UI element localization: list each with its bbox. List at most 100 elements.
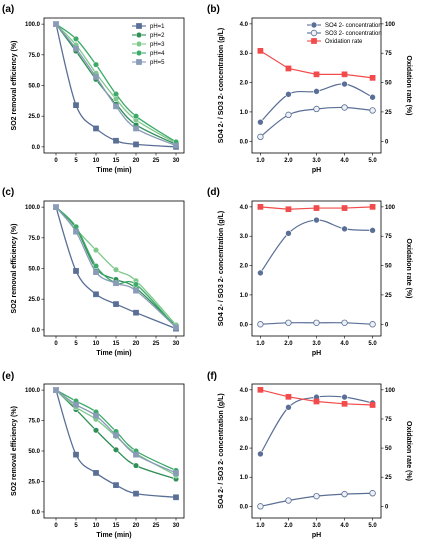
data-point (341, 319, 348, 326)
legend-entry: pH=5 (150, 60, 165, 66)
x-tick-label: 5.0 (368, 158, 377, 164)
data-point (93, 74, 99, 80)
x-axis-title: Time (min) (96, 350, 131, 357)
y-right-tick-label: 75 (385, 234, 392, 240)
data-point (285, 319, 292, 326)
x-tick-label: 1.0 (256, 158, 265, 164)
x-axis-title: pH (312, 532, 321, 539)
y-tick-label: 100.0 (25, 22, 41, 28)
y-left-tick-label: 4.0 (240, 22, 249, 28)
legend-marker (136, 59, 142, 65)
y-left-axis-title: SO4 2- / SO3 2- concentration (g/L) (218, 211, 225, 327)
x-tick-label: 15 (113, 523, 120, 529)
x-axis-title: pH (312, 167, 321, 174)
x-tick-label: 15 (113, 158, 120, 164)
legend-marker (135, 40, 143, 48)
y-right-tick-label: 25 (385, 293, 392, 299)
panel-label: (c) (2, 187, 14, 198)
y-left-axis-title: SO4 2- / SO3 2- concentration (g/L) (218, 393, 225, 509)
x-tick-label: 0 (54, 341, 58, 347)
legend-marker (135, 49, 143, 57)
data-point (341, 71, 348, 78)
panel-b: (b) 1.0 2.0 3.0 4.0 5.0 0.0 1.0 2.0 3.0 4.0 0 25 50 75… (207, 4, 412, 174)
data-point (93, 269, 99, 276)
x-tick-label: 10 (93, 523, 100, 529)
data-point (369, 321, 376, 328)
data-point (173, 324, 179, 331)
data-point (257, 269, 264, 277)
data-point (257, 133, 264, 141)
data-point (285, 229, 292, 237)
panel-label: (b) (207, 4, 220, 15)
x-tick-label: 1.0 (256, 523, 265, 529)
data-point (133, 125, 139, 132)
data-point (73, 102, 79, 108)
y-axis-title: SO2 removal efficiency (%) (11, 224, 18, 314)
x-tick-label: 10 (93, 341, 100, 347)
data-point (173, 494, 179, 501)
x-tick-label: 0 (54, 523, 58, 529)
x-tick-label: 30 (173, 523, 180, 529)
data-point (113, 482, 119, 488)
data-point (369, 107, 376, 114)
y-right-tick-label: 75 (385, 51, 392, 57)
x-tick-label: 25 (153, 523, 160, 529)
data-point (369, 227, 376, 234)
x-axis-title: Time (min) (96, 532, 131, 539)
data-point (257, 204, 264, 210)
x-tick-label: 30 (173, 158, 180, 164)
legend-entry: SO3 2- concentration (325, 31, 382, 37)
data-point (257, 118, 264, 126)
x-tick-label: 5.0 (368, 341, 377, 347)
x-tick-label: 5.0 (368, 523, 377, 529)
y-right-tick-label: 25 (385, 475, 392, 481)
data-point (341, 400, 348, 407)
y-tick-label: 0.0 (32, 145, 41, 151)
data-point (133, 451, 139, 458)
y-tick-label: 25.0 (28, 297, 40, 303)
x-tick-label: 25 (153, 341, 160, 347)
legend-entry: pH=1 (150, 24, 165, 30)
legend-marker (136, 23, 142, 29)
data-point (313, 88, 320, 95)
y-right-tick-label: 100 (385, 388, 396, 394)
y-right-axis-title: Oxidation rate (%) (405, 239, 412, 299)
panel-label: (f) (207, 371, 217, 382)
data-point (132, 281, 140, 288)
data-point (369, 204, 376, 210)
y-left-tick-label: 1.0 (240, 293, 249, 299)
data-point (73, 45, 79, 52)
data-point (341, 205, 348, 211)
y-left-axis-title: SO4 2- / SO3 2- concentration (g/L) (218, 28, 225, 144)
y-left-tick-label: 2.0 (240, 264, 249, 270)
y-left-tick-label: 3.0 (240, 234, 249, 240)
y-tick-label: 0.0 (32, 510, 41, 516)
legend-marker (310, 29, 318, 37)
x-tick-label: 30 (173, 341, 180, 347)
data-point (257, 48, 264, 54)
data-point (113, 137, 119, 144)
y-left-tick-label: 1.0 (240, 475, 249, 481)
y-tick-label: 25.0 (28, 114, 40, 120)
data-point (93, 412, 99, 419)
x-tick-label: 2.0 (284, 341, 293, 347)
data-point (285, 206, 292, 213)
data-point (73, 401, 79, 408)
x-tick-label: 3.0 (312, 523, 321, 529)
data-point (92, 427, 100, 434)
y-tick-label: 75.0 (28, 236, 40, 242)
data-point (173, 470, 179, 476)
data-point (112, 91, 120, 98)
y-right-tick-label: 75 (385, 417, 392, 423)
y-right-tick-label: 50 (385, 264, 392, 270)
y-tick-label: 0.0 (32, 328, 41, 334)
data-point (257, 450, 264, 458)
y-tick-label: 25.0 (28, 479, 40, 485)
y-left-tick-label: 3.0 (240, 417, 249, 423)
data-point (93, 125, 99, 132)
legend-marker (310, 21, 318, 29)
data-point (369, 75, 376, 81)
y-left-tick-label: 4.0 (240, 388, 249, 394)
data-point (132, 113, 140, 120)
legend-marker (135, 31, 143, 39)
